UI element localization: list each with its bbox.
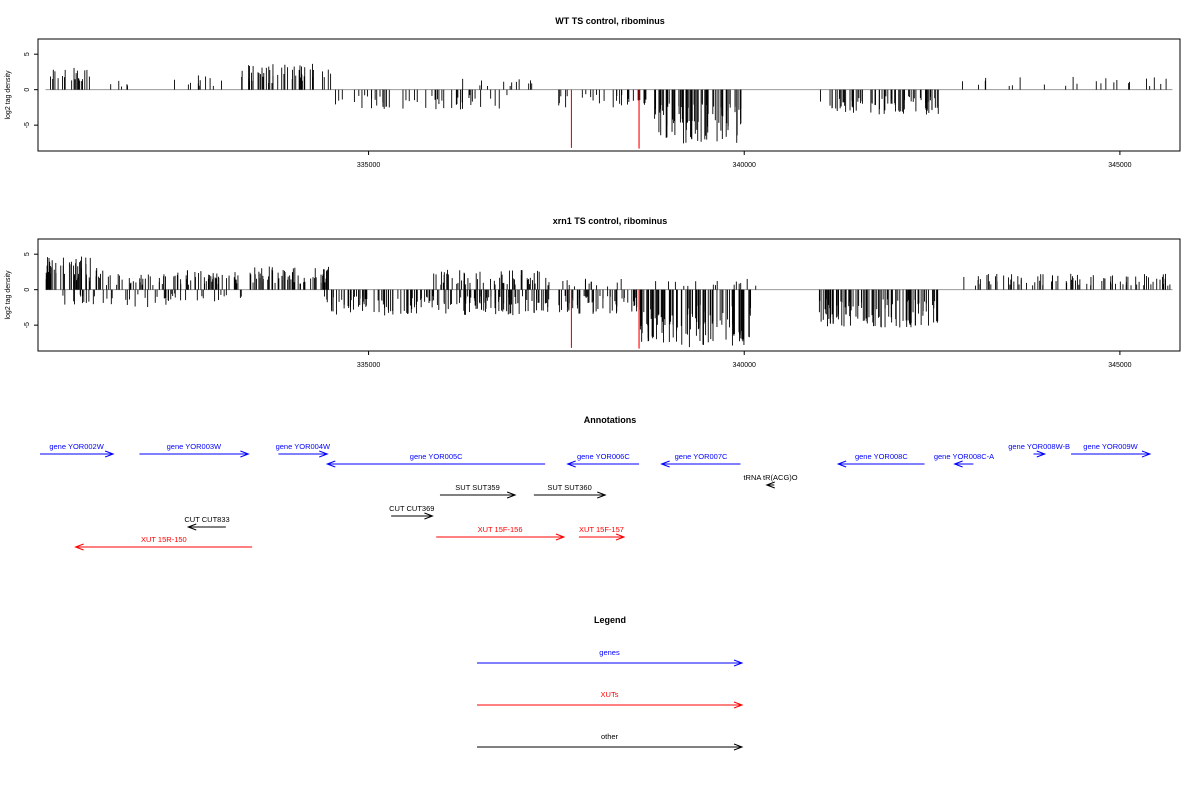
annotations-title: Annotations [584, 415, 637, 425]
annotation-feature: tRNA tR(ACG)O [743, 473, 798, 489]
annotation-feature: gene YOR008C [836, 452, 925, 468]
wt-x-tick-label: 345000 [1108, 162, 1131, 169]
wt-x-tick-label: 340000 [733, 162, 756, 169]
annotations-panel: Annotations gene YOR002W gene YOR003W gene… [40, 415, 1152, 551]
annotation-arrow-head [566, 460, 576, 468]
xrn1-y-tick-label: -5 [24, 322, 31, 328]
annotation-label: XUT 15F-156 [478, 525, 523, 534]
wt-plot-frame [37, 38, 1181, 152]
xrn1-x-tick-label: 335000 [357, 362, 380, 369]
legend-arrow-head [733, 701, 744, 709]
annotation-arrow-head [597, 491, 607, 499]
annotation-feature: CUT CUT833 [184, 515, 230, 531]
annotation-feature: XUT 15F-157 [578, 525, 626, 541]
xrn1-x-tick-label: 345000 [1108, 362, 1131, 369]
annotation-arrow-head [240, 450, 250, 458]
annotation-arrow-head [1141, 450, 1152, 458]
annotation-arrow-head [506, 491, 517, 499]
annotation-arrow-head [325, 460, 336, 468]
legend-entry: genes [477, 648, 744, 667]
xrn1-x-axis: 335000 340000 345000 [357, 351, 1132, 369]
xrn1-y-tick-label: 0 [24, 288, 31, 292]
annotation-feature: gene YOR002W [40, 442, 115, 458]
annotation-feature: gene YOR004W [276, 442, 331, 458]
legend-label: genes [599, 648, 620, 657]
xrn1-plot-frame [37, 238, 1181, 352]
annotation-feature: gene YOR003W [139, 442, 250, 458]
annotation-label: gene YOR008C-A [934, 452, 994, 461]
annotation-label: gene YOR009W [1083, 442, 1138, 451]
annotation-feature: gene YOR009W [1071, 442, 1152, 458]
annotation-arrow-head [836, 460, 847, 468]
legend-label: XUTs [601, 690, 619, 699]
wt-y-tick-label: 0 [24, 88, 31, 92]
annotation-arrow-head [319, 450, 329, 458]
wt-x-axis: 335000 340000 345000 [357, 151, 1132, 169]
annotation-label: XUT 15F-157 [579, 525, 624, 534]
legend-arrow-head [733, 659, 744, 667]
annotation-arrow-head [953, 460, 963, 468]
annotation-feature: CUT CUT369 [389, 504, 434, 520]
annotation-arrow-head [74, 543, 84, 551]
annotation-label: gene YOR004W [276, 442, 331, 451]
xrn1-bars [45, 256, 1173, 349]
annotation-label: tRNA tR(ACG)O [743, 473, 797, 482]
annotation-label: SUT SUT360 [547, 483, 591, 492]
annotation-feature: gene YOR005C [325, 452, 546, 468]
annotation-feature: SUT SUT360 [533, 483, 607, 499]
annotation-feature: gene YOR007C [660, 452, 741, 468]
annotation-arrow-head [424, 512, 434, 520]
legend-panel: Legend genes XUTs other [477, 615, 744, 751]
annotation-arrow-head [104, 450, 115, 458]
legend-label: other [601, 732, 619, 741]
xrn1-y-tick-label: 5 [24, 252, 31, 256]
annotation-arrow-head [765, 481, 775, 489]
xrn1-x-tick-label: 340000 [733, 362, 756, 369]
annotation-label: gene YOR008C [855, 452, 908, 461]
xrn1-y-axis-label: log2 tag density [5, 270, 12, 320]
legend-entry: other [477, 732, 744, 751]
annotation-features: gene YOR002W gene YOR003W gene YOR004W gene… [40, 442, 1152, 551]
annotation-label: CUT CUT369 [389, 504, 434, 513]
annotation-label: gene YOR005C [410, 452, 463, 461]
annotation-label: CUT CUT833 [184, 515, 229, 524]
annotation-feature: XUT 15R-150 [74, 535, 253, 551]
wt-y-tick-label: 5 [24, 52, 31, 56]
wt-track-title: WT TS control, ribominus [555, 16, 665, 26]
wt-y-axis: 5 0 -5 [24, 52, 38, 128]
annotation-feature: gene YOR008W-B [1008, 442, 1070, 458]
legend-entry: XUTs [477, 690, 744, 709]
annotation-arrow-head [1036, 450, 1047, 458]
annotation-arrow-head [615, 533, 626, 541]
xrn1-track-title: xrn1 TS control, ribominus [553, 216, 668, 226]
legend-title: Legend [594, 615, 626, 625]
annotation-label: gene YOR007C [675, 452, 728, 461]
xrn1-y-axis: 5 0 -5 [24, 252, 38, 328]
legend-entries: genes XUTs other [477, 648, 744, 751]
wt-track-panel: WT TS control, ribominus log2 tag densit… [5, 16, 1181, 169]
annotation-label: XUT 15R-150 [141, 535, 187, 544]
wt-y-tick-label: -5 [24, 122, 31, 128]
xrn1-track-panel: xrn1 TS control, ribominus log2 tag dens… [5, 216, 1181, 369]
annotation-label: gene YOR002W [49, 442, 104, 451]
annotation-label: gene YOR003W [167, 442, 222, 451]
wt-bars [45, 63, 1173, 149]
annotation-arrow-head [555, 533, 566, 541]
wt-x-tick-label: 335000 [357, 162, 380, 169]
annotation-feature: gene YOR008C-A [934, 452, 994, 468]
annotation-feature: gene YOR006C [566, 452, 640, 468]
annotation-label: SUT SUT359 [455, 483, 499, 492]
annotation-arrow-head [186, 523, 197, 531]
legend-arrow-head [733, 743, 744, 751]
wt-y-axis-label: log2 tag density [5, 70, 12, 120]
annotation-feature: XUT 15F-156 [436, 525, 566, 541]
annotation-label: gene YOR008W-B [1008, 442, 1070, 451]
annotation-arrow-head [660, 460, 670, 468]
annotation-label: gene YOR006C [577, 452, 630, 461]
annotation-feature: SUT SUT359 [439, 483, 517, 499]
